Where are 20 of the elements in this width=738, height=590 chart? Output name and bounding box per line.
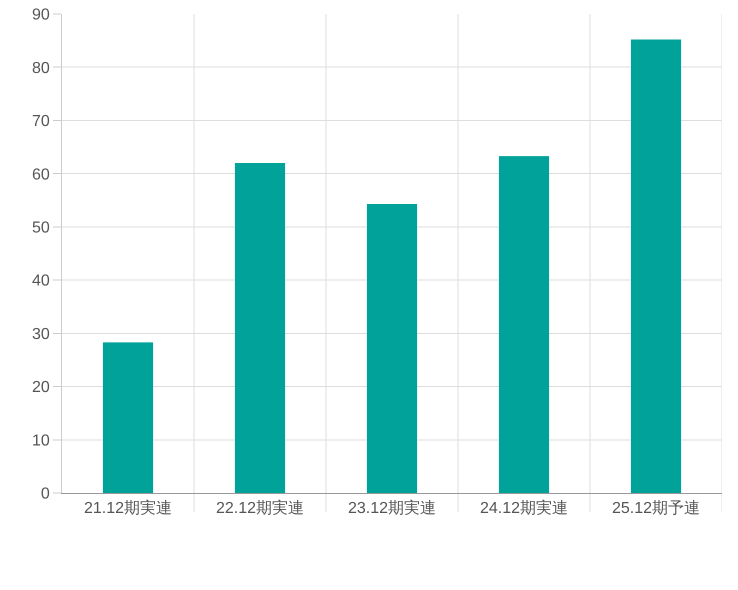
x-tick-label: 25.12期予連 xyxy=(612,499,700,518)
bar xyxy=(630,40,682,493)
bar xyxy=(498,156,550,493)
y-tick-label: 0 xyxy=(40,486,50,503)
x-tick-label: 24.12期実連 xyxy=(480,499,568,518)
y-tick-label: 90 xyxy=(32,6,50,24)
y-tick-label: 50 xyxy=(32,219,50,236)
bar xyxy=(366,204,418,493)
y-tick-label: 30 xyxy=(32,326,50,343)
x-tick-label: 23.12期実連 xyxy=(348,499,436,518)
y-tick-label: 40 xyxy=(32,272,50,290)
y-tick-label: 10 xyxy=(32,432,50,450)
y-tick-label: 20 xyxy=(32,379,50,396)
x-tick-label: 21.12期実連 xyxy=(84,499,172,518)
y-tick-label: 60 xyxy=(32,166,50,184)
bar xyxy=(102,342,154,493)
bar xyxy=(234,163,286,493)
y-tick-label: 70 xyxy=(32,113,50,130)
y-tick-label: 80 xyxy=(32,60,50,77)
x-tick-label: 22.12期実連 xyxy=(216,499,304,518)
